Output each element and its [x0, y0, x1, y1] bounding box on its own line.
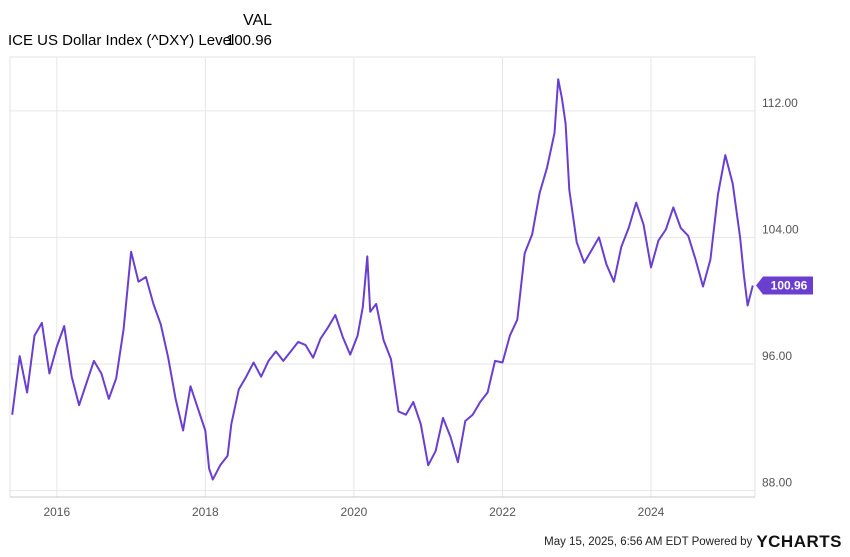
y-tick-label: 112.00	[762, 96, 798, 110]
plot-area-frame	[9, 56, 756, 498]
x-tick-label: 2022	[489, 505, 516, 519]
x-tick-label: 2018	[192, 505, 219, 519]
legend-header: VAL	[243, 12, 273, 29]
x-tick-label: 2016	[43, 505, 70, 519]
y-tick-label: 104.00	[762, 222, 799, 236]
ycharts-logo-y: Y	[756, 532, 769, 551]
legend-series-name: ICE US Dollar Index (^DXY) Level	[8, 32, 235, 49]
ycharts-logo-text: CHARTS	[768, 532, 842, 551]
y-tick-label: 96.00	[762, 349, 792, 363]
chart-legend: VAL ICE US Dollar Index (^DXY) Level 100…	[0, 0, 300, 50]
series-line	[11, 78, 754, 481]
chart-footer: May 15, 2025, 6:56 AM EDT Powered by Y CH…	[544, 532, 842, 552]
x-tick-label: 2024	[638, 505, 665, 519]
footer-timestamp: May 15, 2025, 6:56 AM EDT Powered by	[544, 536, 753, 548]
legend-series-value: 100.96	[226, 32, 272, 49]
last-value-tag	[756, 276, 813, 295]
x-tick-label: 2020	[341, 505, 368, 519]
y-tick-label: 88.00	[762, 476, 792, 490]
ycharts-logo[interactable]: Y CHARTS	[756, 532, 842, 552]
last-value-label: 100.96	[771, 279, 808, 293]
